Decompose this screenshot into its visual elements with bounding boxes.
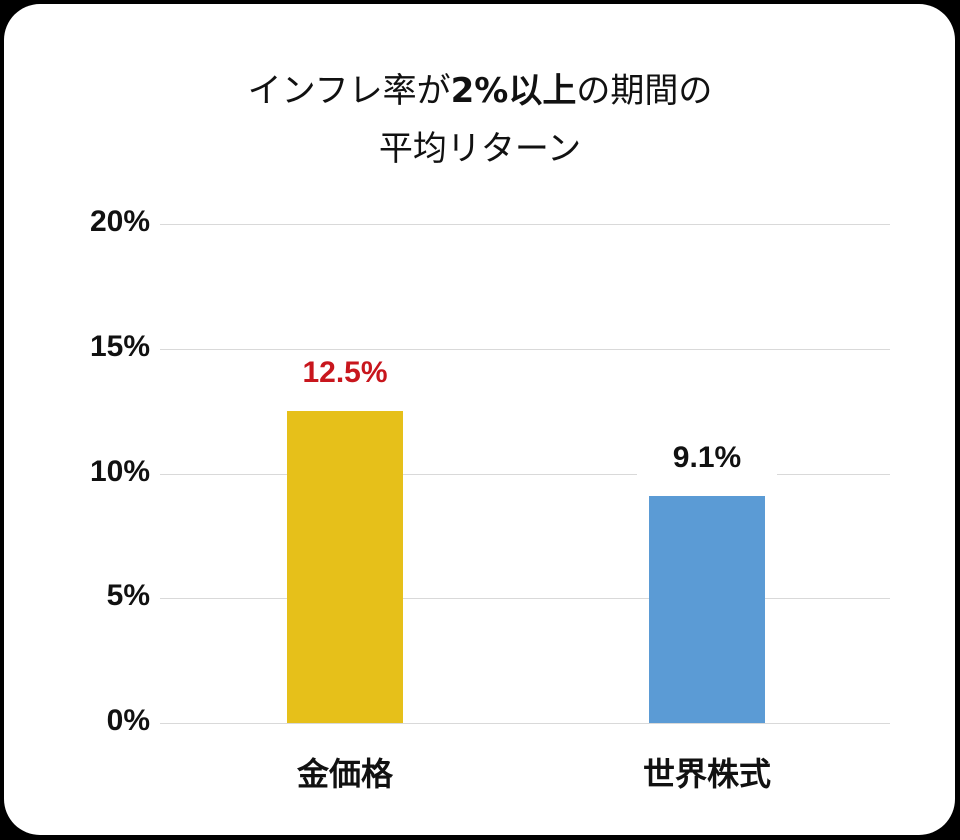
chart-title-line-2: 平均リターン <box>378 129 582 169</box>
y-tick-label: 15% <box>89 330 150 363</box>
y-tick-label: 5% <box>106 579 150 612</box>
data-label: 9.1% <box>637 439 777 476</box>
gridline <box>160 474 890 475</box>
y-tick-label: 0% <box>106 704 150 737</box>
data-label: 12.5% <box>275 355 415 392</box>
y-tick-label: 10% <box>89 455 150 488</box>
gridline <box>160 598 890 599</box>
bar <box>649 495 765 723</box>
chart-card <box>4 4 955 835</box>
chart-title: インフレ率が2%以上の期間の 平均リターン <box>0 62 960 178</box>
y-tick-label: 20% <box>89 205 150 238</box>
x-category-label: 世界株式 <box>642 755 771 793</box>
gridline <box>160 723 890 724</box>
gridline <box>160 349 890 350</box>
bar <box>287 411 403 723</box>
chart-title-line-1: インフレ率が2%以上の期間の <box>247 71 713 111</box>
x-category-label: 金価格 <box>296 755 393 793</box>
gridline <box>160 224 890 225</box>
